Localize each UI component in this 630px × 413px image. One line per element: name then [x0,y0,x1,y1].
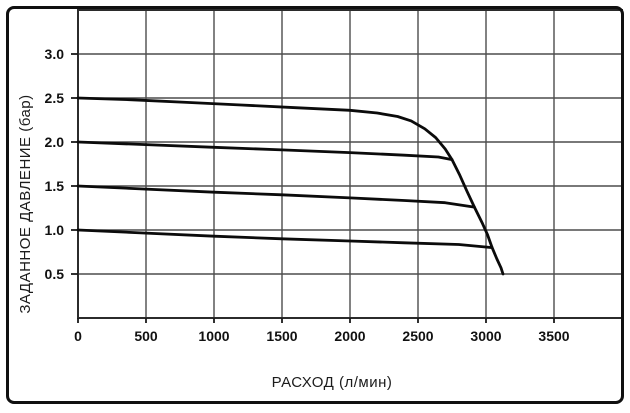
plot-layer: 0 500 1000 1500 2000 2500 3000 3500 0.5 1.0 1.5 2.0… [45,9,623,344]
x-tick-label: 3500 [538,328,569,344]
y-tick-label: 1.0 [45,222,65,238]
y-tick-label: 0.5 [45,266,65,282]
y-axis-title: ЗАДАННОЕ ДАВЛЕНИЕ (бар) [17,94,34,313]
x-tick-label: 2500 [402,328,433,344]
pressure-curve-1-0-bar [76,228,494,249]
x-tick-label: 2000 [334,328,365,344]
y-tick-label: 3.0 [45,46,65,62]
x-tick-label: 1500 [266,328,297,344]
x-axis-title: РАСХОД (л/мин) [272,374,393,391]
y-tick-label: 1.5 [45,178,65,194]
x-tick-label: 1000 [198,328,229,344]
x-tick-label: 500 [134,328,158,344]
x-tick-label: 3000 [470,328,501,344]
y-tick-label: 2.5 [45,90,65,106]
pressure-curve-1-5-bar [76,184,476,209]
x-tick-label: 0 [74,328,82,344]
pressure-curve-2-0-bar [76,140,454,161]
pressure-curve-2-5-bar [76,96,505,276]
y-tick-label: 2.0 [45,134,65,150]
